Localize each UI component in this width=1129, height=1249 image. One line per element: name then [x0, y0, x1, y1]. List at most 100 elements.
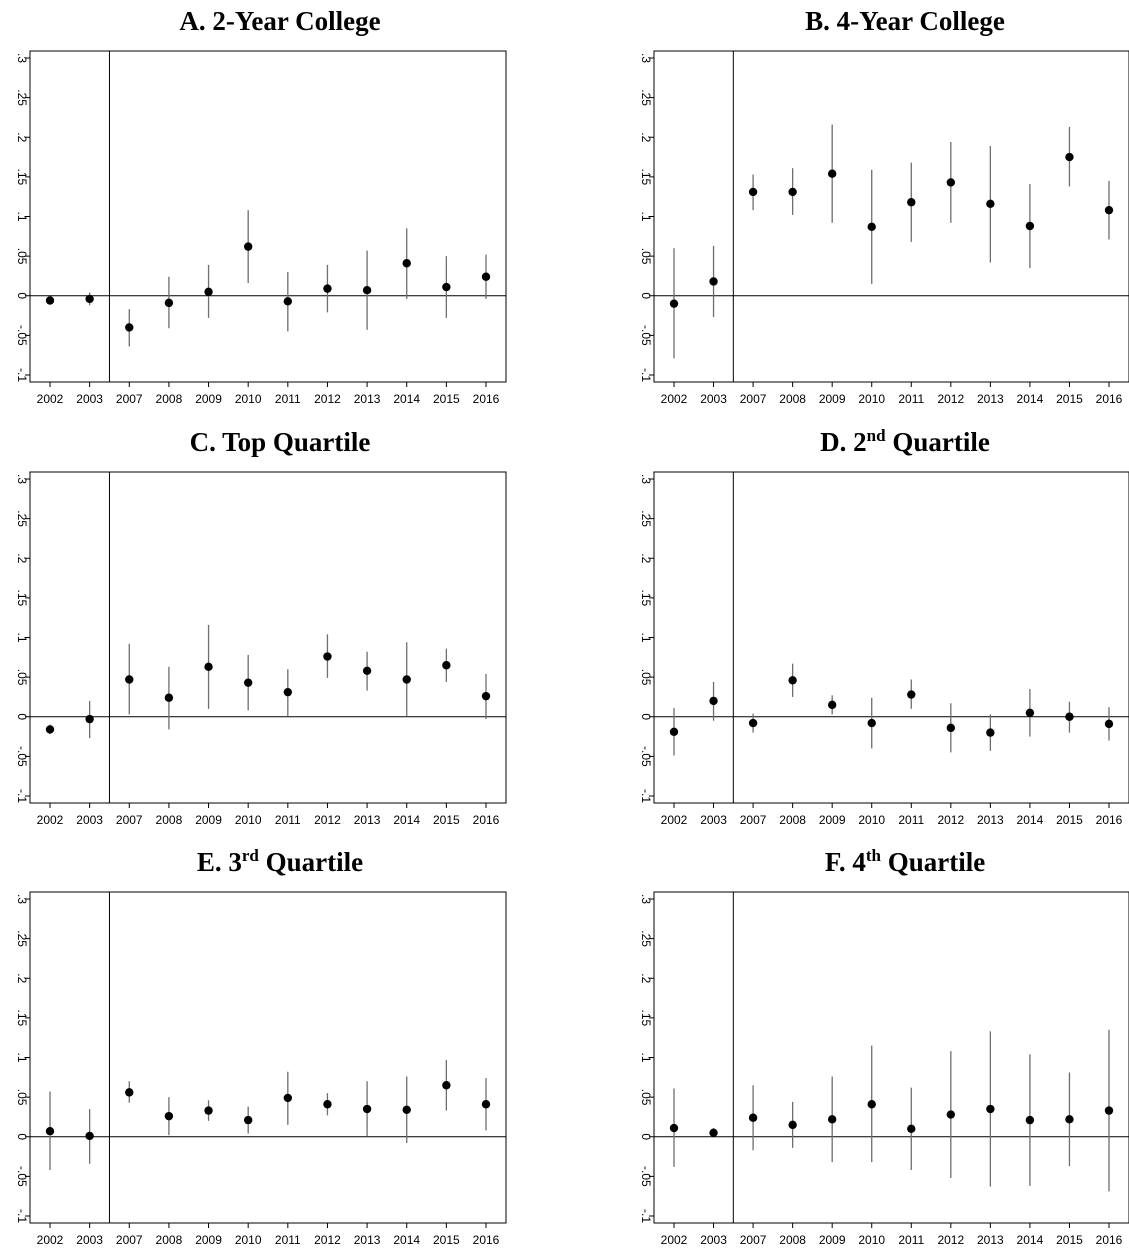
panel-title-ordinal: 3 [228, 847, 242, 877]
x-tick-label: 2007 [116, 813, 143, 827]
panel-title: A. 2-Year College [179, 6, 380, 36]
point-estimate [323, 1100, 332, 1109]
y-tick-label: .1 [639, 211, 653, 221]
point-estimate [85, 294, 94, 304]
point-estimate [946, 1110, 956, 1119]
y-tick-label: -.1 [15, 789, 29, 803]
x-tick-label: 2003 [76, 813, 103, 827]
point-estimate [867, 222, 876, 232]
point-estimate [946, 178, 956, 187]
x-tick-label: 2015 [1056, 813, 1083, 827]
point-estimate [1025, 708, 1035, 717]
point-estimate [788, 1120, 797, 1130]
point-estimate [669, 299, 679, 308]
panel-title-prefix: B. [805, 6, 837, 36]
point-estimate [867, 718, 876, 728]
point-estimate [481, 1100, 491, 1109]
x-tick-label: 2002 [661, 392, 688, 406]
x-tick-label: 2009 [819, 813, 846, 827]
point-estimate [1065, 712, 1074, 721]
y-tick-label: -.05 [639, 325, 653, 346]
panel-title-prefix: D. [820, 427, 853, 457]
x-tick-label: 2014 [393, 392, 420, 406]
y-tick-label: .3 [639, 894, 653, 904]
y-tick-label: .1 [15, 211, 29, 221]
point-estimate [45, 725, 55, 734]
y-tick-label: .1 [639, 632, 653, 642]
y-tick-label: .2 [15, 973, 29, 983]
point-estimate [402, 1105, 411, 1115]
point-estimate [283, 1093, 293, 1103]
x-tick-label: 2002 [661, 1233, 688, 1247]
point-estimate [45, 1127, 55, 1136]
y-tick-label: 0 [639, 713, 653, 720]
y-tick-label: .15 [639, 169, 653, 186]
point-estimate [1025, 221, 1035, 231]
x-tick-label: 2011 [898, 392, 924, 406]
panel-title-main: Top Quartile [222, 427, 370, 457]
y-tick-label: .1 [15, 1052, 29, 1062]
x-tick-label: 2014 [1017, 813, 1044, 827]
y-tick-label: .25 [15, 89, 29, 106]
panel-title-main: Quartile [886, 427, 990, 457]
x-tick-label: 2014 [393, 1233, 420, 1247]
x-tick-label: 2009 [819, 1233, 846, 1247]
x-tick-label: 2007 [116, 392, 143, 406]
panel-e: E. 3rd Quartile -.1 -.05 0 .05 .1 .15 .2 .25 .3 20… [15, 846, 507, 1247]
x-tick-label: 2012 [937, 392, 964, 406]
point-estimate [1065, 152, 1074, 162]
point-estimate [946, 723, 956, 733]
x-tick-label: 2016 [473, 813, 500, 827]
point-estimate [481, 272, 491, 281]
y-tick-label: .15 [15, 169, 29, 186]
panel-title: F. 4th Quartile [825, 846, 985, 877]
point-estimate [164, 693, 174, 702]
y-tick-label: .25 [639, 89, 653, 106]
x-tick-label: 2016 [473, 1233, 500, 1247]
y-tick-label: .1 [639, 1052, 653, 1062]
x-tick-label: 2009 [195, 392, 222, 406]
x-tick-label: 2012 [937, 813, 964, 827]
x-tick-label: 2003 [76, 1233, 103, 1247]
x-tick-label: 2013 [354, 813, 381, 827]
panel-title-ordinal: 2 [853, 427, 867, 457]
panel-title-ordinal: 4 [852, 847, 866, 877]
x-tick-label: 2008 [779, 813, 806, 827]
point-estimate [748, 187, 758, 197]
point-estimate [1104, 205, 1114, 215]
point-estimate [402, 259, 411, 268]
y-tick-label: .3 [639, 474, 653, 484]
y-tick-label: .15 [639, 1010, 653, 1027]
plot-frame [29, 471, 507, 804]
x-tick-label: 2016 [1096, 392, 1123, 406]
point-estimate [1025, 1115, 1035, 1125]
x-tick-label: 2011 [898, 1233, 924, 1247]
x-tick-label: 2011 [275, 1233, 301, 1247]
panel-title-main: 2-Year College [212, 6, 380, 36]
x-tick-label: 2008 [779, 1233, 806, 1247]
y-tick-label: -.05 [15, 746, 29, 767]
panel-c: C. Top Quartile -.1 -.05 0 .05 .1 .15 .2 .25 .3 20… [15, 427, 507, 827]
point-estimate [204, 1106, 213, 1115]
panel-title-prefix: F. [825, 847, 853, 877]
x-tick-label: 2003 [76, 392, 103, 406]
y-tick-label: .1 [15, 632, 29, 642]
y-tick-label: 0 [639, 1133, 653, 1140]
point-estimate [85, 1131, 94, 1141]
x-tick-label: 2012 [937, 1233, 964, 1247]
x-tick-label: 2010 [858, 813, 885, 827]
x-tick-label: 2012 [314, 813, 341, 827]
panel-title-superscript: rd [242, 846, 260, 865]
x-tick-label: 2016 [1096, 1233, 1123, 1247]
y-tick-label: -.05 [15, 325, 29, 346]
plot-frame [653, 891, 1129, 1224]
point-estimate [442, 1081, 451, 1090]
x-tick-label: 2011 [275, 392, 301, 406]
y-tick-label: .05 [15, 248, 29, 265]
point-estimate [827, 169, 837, 178]
point-estimate [788, 676, 797, 685]
point-estimate [748, 718, 758, 728]
panel-title: B. 4-Year College [805, 6, 1005, 36]
x-tick-label: 2010 [858, 392, 885, 406]
point-estimate [907, 690, 916, 699]
